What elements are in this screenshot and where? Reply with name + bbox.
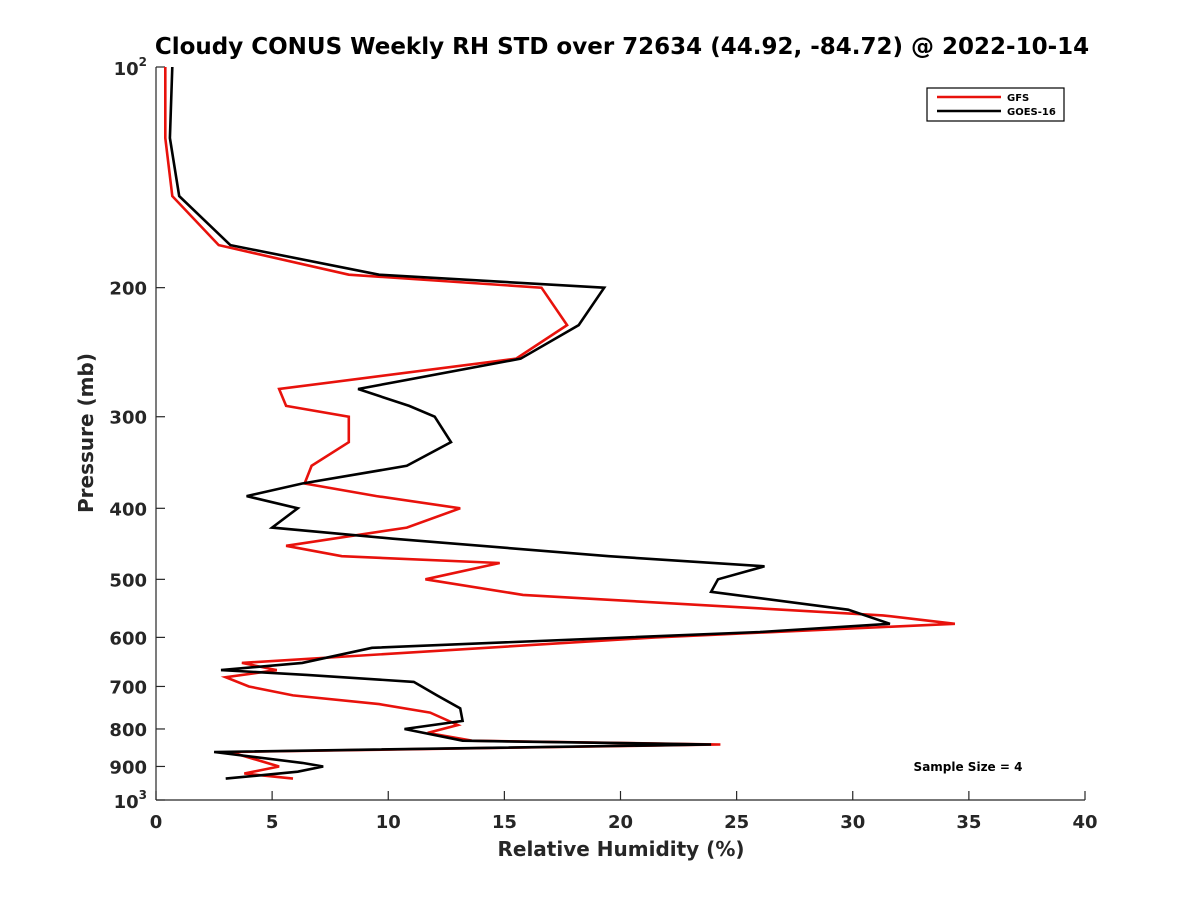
legend-box (926, 87, 1065, 122)
chart-title: Cloudy CONUS Weekly RH STD over 72634 (4… (155, 34, 1089, 60)
x-tick-label: 30 (840, 812, 865, 833)
x-tick-label: 20 (608, 812, 633, 833)
x-tick-label: 0 (150, 812, 163, 833)
y-tick-label: 400 (109, 499, 147, 520)
x-tick-label: 5 (266, 812, 279, 833)
series-lines (164, 66, 956, 780)
y-tick-label: 800 (109, 720, 147, 741)
x-tick-label: 35 (956, 812, 981, 833)
sample-size-annotation: Sample Size = 4 (914, 760, 1023, 774)
y-tick-label: 102 (114, 55, 147, 80)
plot-frame (155, 67, 1085, 801)
y-tick-label: 700 (109, 677, 147, 698)
x-axis-ticks: 0 5 10 15 20 25 30 35 40 (150, 791, 1098, 833)
legend-label: GOES-16 (1007, 107, 1056, 118)
y-axis-ticks: 102 200 300 400 500 600 700 800 900 103 (109, 55, 165, 813)
series-line-goes-16 (168, 66, 891, 780)
y-tick-label: 103 (114, 788, 147, 813)
x-axis-label: Relative Humidity (%) (497, 837, 744, 861)
y-tick-label: 900 (109, 757, 147, 778)
y-axis-label: Pressure (mb) (74, 353, 98, 513)
x-tick-label: 40 (1072, 812, 1097, 833)
x-tick-label: 25 (724, 812, 749, 833)
legend: GFS GOES-16 (926, 87, 1065, 122)
x-tick-label: 15 (492, 812, 517, 833)
y-tick-label: 300 (109, 408, 147, 429)
y-tick-label: 500 (109, 570, 147, 591)
series-line-gfs (164, 67, 956, 780)
legend-label: GFS (1007, 93, 1029, 104)
y-tick-label: 600 (109, 628, 147, 649)
y-tick-label: 200 (109, 279, 147, 300)
x-tick-label: 10 (376, 812, 401, 833)
